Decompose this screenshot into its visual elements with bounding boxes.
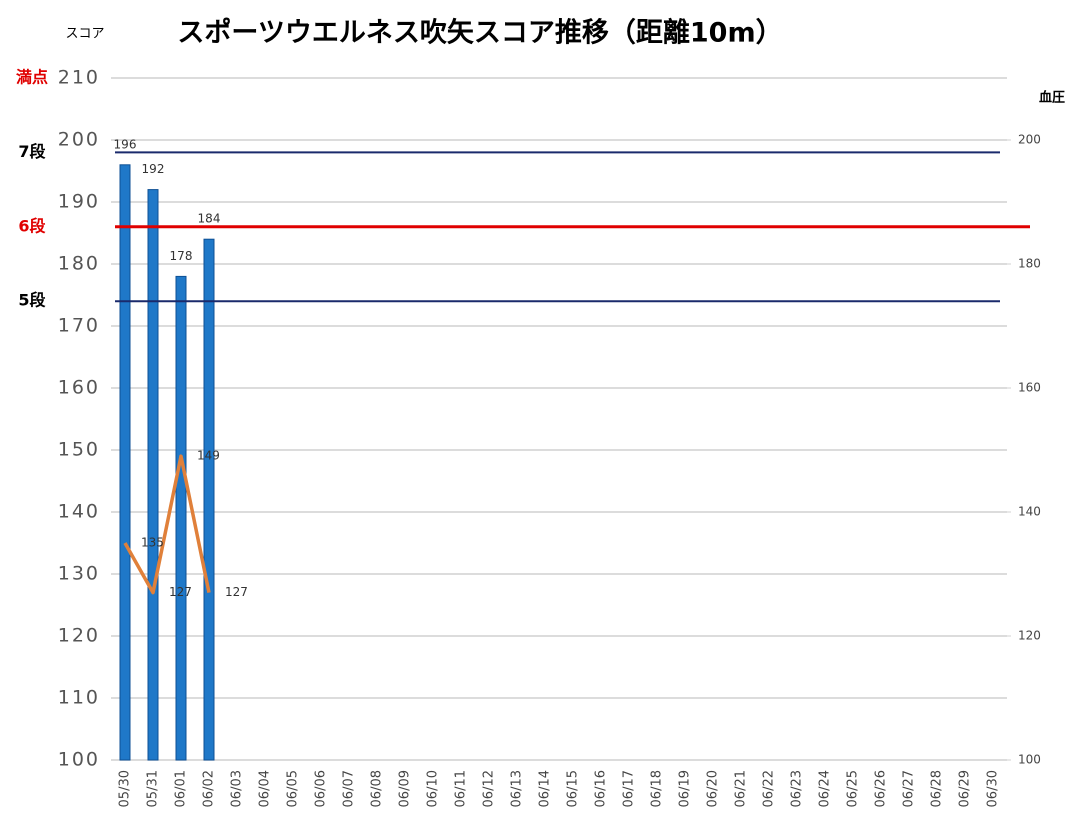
line [123, 454, 211, 595]
x-tick-label: 06/12 [482, 770, 497, 807]
x-tick-label: 06/04 [258, 770, 273, 807]
y-tick-label: 130 [58, 563, 100, 585]
x-tick-label: 06/01 [174, 770, 189, 807]
y2-tick-label: 200 [1018, 133, 1041, 147]
x-tick-label: 06/28 [930, 770, 945, 807]
x-tick-label: 05/31 [146, 770, 161, 807]
y-tick-label: 100 [58, 749, 100, 771]
x-tick-label: 06/27 [902, 770, 917, 807]
y-tick-label: 170 [58, 315, 100, 337]
bar-value-label: 196 [114, 137, 137, 151]
line-value-label: 127 [225, 585, 248, 599]
x-tick-label: 06/14 [538, 770, 553, 807]
x-tick-label: 06/05 [286, 770, 301, 807]
y-tick-label: 160 [58, 377, 100, 399]
x-tick-label: 06/21 [734, 770, 749, 807]
line-value-label: 135 [141, 536, 164, 550]
y-tick-label: 200 [58, 129, 100, 151]
bar-value-label: 178 [170, 249, 193, 263]
x-tick-label: 06/09 [398, 770, 413, 807]
y-tick-label: 180 [58, 253, 100, 275]
x-tick-label: 06/25 [846, 770, 861, 807]
y2-axis-label: 血圧 [1039, 90, 1065, 106]
y-axis-label: スコア [65, 27, 104, 42]
x-tick-label: 06/24 [818, 770, 833, 807]
x-tick-label: 06/23 [790, 770, 805, 807]
x-tick-label: 06/17 [622, 770, 637, 807]
x-tick-label: 06/20 [706, 770, 721, 807]
x-tick-label: 06/26 [874, 770, 889, 807]
bar [175, 275, 187, 761]
x-tick-label: 06/15 [566, 770, 581, 807]
x-tick-label: 06/11 [454, 770, 469, 807]
reference-label: 5段 [18, 291, 46, 310]
x-tick-label: 06/07 [342, 770, 357, 807]
x-tick-label: 06/03 [230, 770, 245, 807]
y2-tick-label: 120 [1018, 629, 1041, 643]
y2-tick-label: 160 [1018, 381, 1041, 395]
x-tick-label: 05/30 [118, 770, 133, 807]
bar [119, 164, 131, 761]
bar-value-label: 192 [142, 162, 165, 176]
reference-label: 7段 [18, 142, 46, 161]
y-tick-label: 120 [58, 625, 100, 647]
bar-value-label: 184 [198, 212, 221, 226]
x-tick-label: 06/13 [510, 770, 525, 807]
x-tick-label: 06/22 [762, 770, 777, 807]
y2-tick-label: 100 [1018, 753, 1041, 767]
y-tick-label: 190 [58, 191, 100, 213]
reference-label: 満点 [16, 68, 48, 87]
x-tick-label: 06/06 [314, 770, 329, 807]
x-tick-label: 06/16 [594, 770, 609, 807]
reference-label: 6段 [18, 216, 46, 235]
x-tick-label: 06/30 [986, 770, 1001, 807]
x-tick-label: 06/29 [958, 770, 973, 807]
y-tick-label: 150 [58, 439, 100, 461]
line-value-label: 149 [197, 449, 220, 463]
x-tick-label: 06/08 [370, 770, 385, 807]
bar [147, 189, 159, 761]
x-tick-label: 06/10 [426, 770, 441, 807]
chart-title: スポーツウエルネス吹矢スコア推移（距離10m） [177, 17, 782, 49]
y-tick-label: 140 [58, 501, 100, 523]
y2-tick-label: 180 [1018, 257, 1041, 271]
x-tick-label: 06/02 [202, 770, 217, 807]
y-tick-label: 210 [58, 67, 100, 89]
x-tick-label: 06/18 [650, 770, 665, 807]
x-tick-label: 06/19 [678, 770, 693, 807]
y-tick-label: 110 [58, 687, 100, 709]
line-value-label: 127 [169, 585, 192, 599]
y2-tick-label: 140 [1018, 505, 1041, 519]
bar [203, 238, 215, 761]
